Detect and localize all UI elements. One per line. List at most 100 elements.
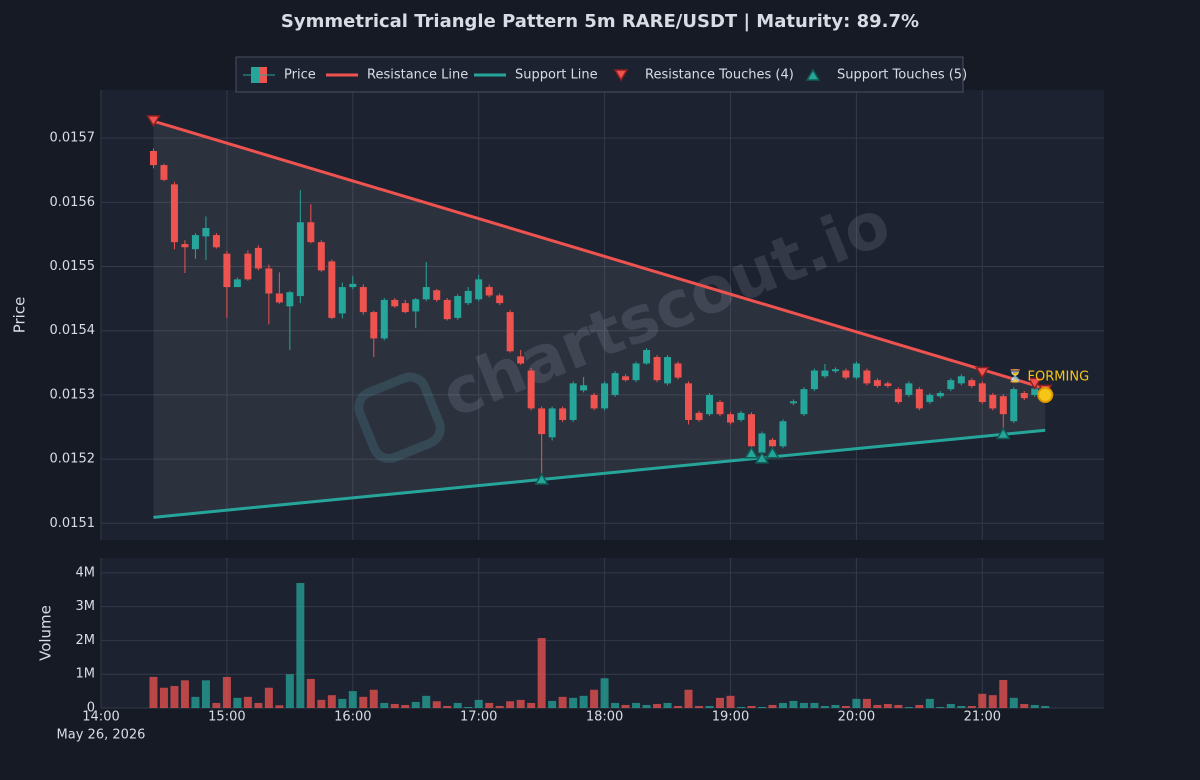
volume-bar	[369, 689, 378, 708]
volume-bar	[904, 706, 913, 708]
volume-axis-label: Volume	[37, 605, 55, 661]
volume-bar	[1009, 697, 1018, 708]
volume-bar	[149, 676, 158, 708]
pattern-area	[153, 121, 1046, 518]
volume-bar	[306, 678, 315, 708]
volume-bar	[464, 706, 473, 708]
touch-marker	[534, 472, 549, 485]
candle-body	[559, 408, 567, 420]
volume-bar	[1041, 705, 1050, 708]
volume-bar	[862, 698, 871, 708]
candle-body	[317, 242, 325, 271]
volume-bar	[432, 701, 441, 708]
candle-body	[328, 261, 336, 318]
chart-title: Symmetrical Triangle Pattern 5m RARE/USD…	[281, 11, 919, 32]
volume-bar	[327, 695, 336, 708]
candle-body	[810, 370, 818, 390]
volume-bar	[317, 699, 326, 708]
candle-body	[548, 408, 556, 438]
volume-bar	[264, 687, 273, 708]
volume-bar	[569, 697, 578, 708]
legend-swatch-marker	[613, 69, 629, 82]
candle-body	[978, 383, 986, 402]
volume-bar	[222, 676, 231, 708]
candle-body	[296, 222, 304, 297]
candle-body	[852, 363, 860, 378]
candle-body	[821, 370, 829, 377]
volume-bar	[443, 705, 452, 708]
candle-body	[643, 349, 651, 364]
volume-tick-label: 0	[87, 701, 95, 716]
touch-marker	[1027, 377, 1043, 390]
volume-bar	[275, 705, 284, 708]
volume-bar	[642, 704, 651, 708]
legend-label: Support Touches (5)	[837, 68, 967, 83]
y-tick-label: 0.0154	[50, 323, 96, 338]
volume-bar	[285, 674, 294, 708]
trend-line	[153, 119, 1046, 390]
volume-bar	[726, 695, 735, 708]
candle-body	[622, 376, 630, 381]
volume-bar	[663, 702, 672, 708]
volume-bar	[506, 701, 515, 708]
x-tick-label: 15:00	[208, 710, 245, 725]
volume-bar	[716, 697, 725, 708]
candle-body	[1031, 388, 1039, 395]
candle-body	[779, 421, 787, 447]
volume-bar	[422, 695, 431, 708]
volume-bar	[778, 702, 787, 708]
price-plot-area	[101, 90, 1104, 540]
volume-bar	[810, 702, 819, 708]
y-tick-label: 0.0152	[50, 452, 96, 467]
candle-body	[915, 389, 923, 409]
y-tick-label: 0.0153	[50, 387, 96, 402]
x-tick-label: 16:00	[334, 710, 371, 725]
candle-body	[160, 165, 168, 180]
volume-bar	[359, 696, 368, 708]
candle-body	[611, 373, 619, 395]
touch-marker	[754, 451, 770, 464]
candle-body	[212, 235, 220, 248]
volume-bar	[799, 702, 808, 708]
candle-body	[999, 396, 1007, 415]
candle-body	[747, 414, 755, 447]
volume-bar	[254, 702, 263, 708]
volume-bar	[348, 691, 357, 708]
volume-bar	[873, 704, 882, 708]
candle-body	[349, 283, 357, 288]
candle-body	[590, 394, 598, 409]
volume-bar	[831, 704, 840, 708]
volume-bar	[967, 705, 976, 708]
volume-tick-label: 4M	[76, 565, 96, 580]
volume-bar	[485, 702, 494, 708]
candle-body	[412, 299, 420, 312]
candle-body	[1020, 392, 1028, 399]
volume-bar	[474, 699, 483, 708]
x-tick-label: 20:00	[838, 710, 875, 725]
volume-bar	[768, 704, 777, 708]
candle-body	[632, 363, 640, 381]
volume-bar	[736, 706, 745, 708]
volume-bar	[579, 695, 588, 708]
x-tick-label: 14:00	[82, 710, 119, 725]
legend-label: Price	[284, 68, 316, 83]
candle-body	[653, 357, 661, 381]
candle-body	[338, 287, 346, 314]
candle-body	[464, 290, 472, 304]
volume-bar	[527, 702, 536, 708]
candle-body	[244, 253, 252, 280]
volume-bar	[894, 704, 903, 708]
volume-bar	[233, 697, 242, 708]
volume-bar	[820, 705, 829, 708]
current-price-marker	[1037, 386, 1054, 403]
volume-bar	[674, 705, 683, 708]
legend: Price Resistance Line Support Line Resistan…	[243, 67, 967, 83]
volume-bar	[338, 698, 347, 708]
candle-body	[485, 287, 493, 296]
volume-bar	[632, 702, 641, 708]
y-axis-label: Price	[11, 297, 29, 334]
candle-body	[527, 370, 535, 409]
candle-body	[601, 383, 609, 409]
